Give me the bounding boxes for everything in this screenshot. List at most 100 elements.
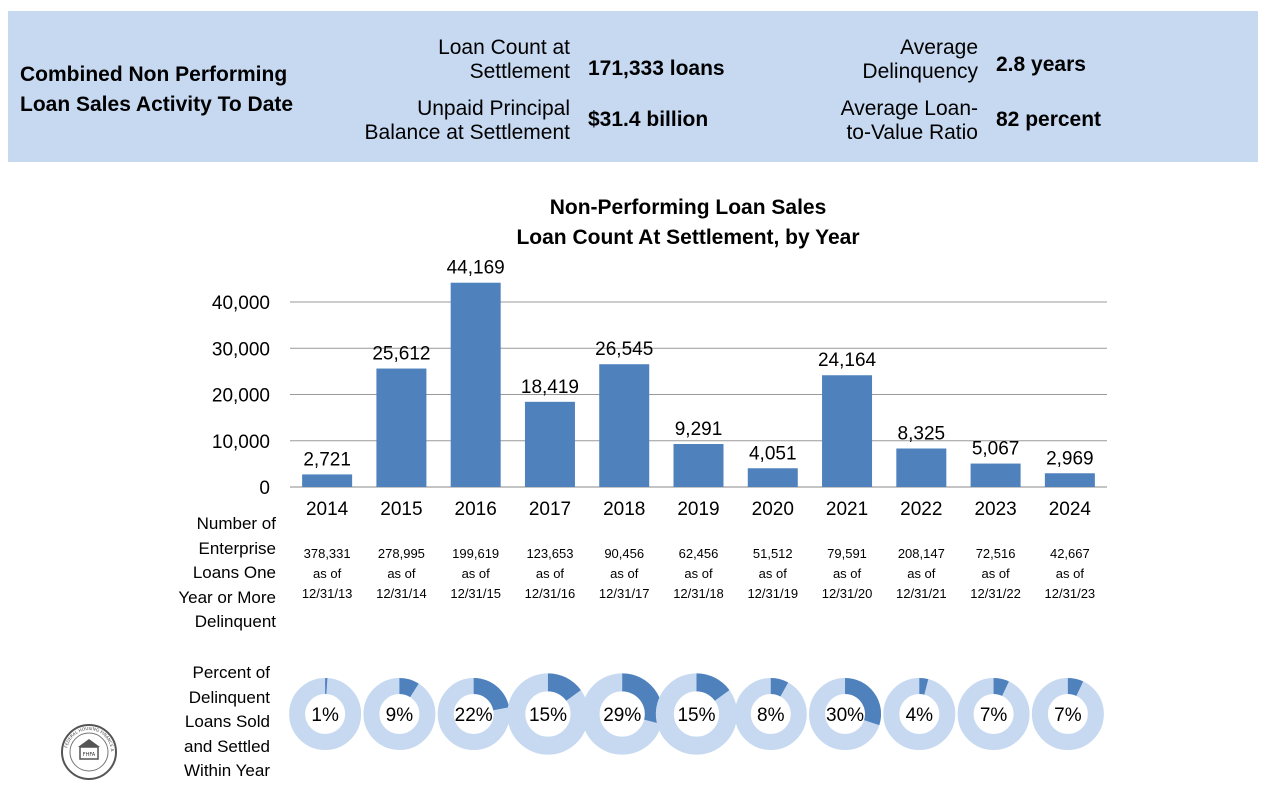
banner-title-line2: Loan Sales Activity To Date (20, 93, 294, 116)
upb-label: Unpaid Principal Balance at Settlement (300, 97, 570, 145)
donut-ring (437, 678, 510, 750)
donut-ring (581, 673, 663, 755)
delinquent-count: 199,619 (452, 546, 500, 561)
percent-label-line: and Settled (183, 736, 270, 756)
x-tick-label: 2019 (677, 499, 719, 520)
donut-percent-label: 9% (386, 705, 414, 726)
y-tick-label: 40,000 (212, 293, 270, 314)
bar (302, 474, 353, 487)
delinquent-count: 123,653 (526, 546, 574, 561)
banner-title-line1: Combined Non Performing (20, 63, 288, 86)
x-tick-label: 2016 (455, 499, 497, 520)
upb-label-line1: Unpaid Principal (417, 97, 570, 120)
x-tick-label: 2015 (380, 499, 422, 520)
delinquent-count: 378,331 (303, 546, 351, 561)
as-of-text: as of (387, 566, 416, 581)
as-of-date: 12/31/21 (896, 586, 947, 601)
donut-ring (655, 673, 738, 755)
delinquency-value: 2.8 years (996, 53, 1086, 76)
banner-title: Combined Non Performing Loan Sales Activ… (20, 60, 320, 120)
delinquent-count-cell: 378,331 as of 12/31/13 (290, 544, 364, 604)
ltv-value: 82 percent (996, 108, 1102, 131)
bar-value-label: 26,545 (595, 339, 653, 360)
delinquent-label-line: Enterprise (198, 538, 276, 558)
donut-slice (1067, 678, 1084, 696)
as-of-date: 12/31/18 (673, 586, 724, 601)
bar (747, 468, 798, 487)
donut-percent-label: 7% (980, 705, 1008, 726)
delinquent-count: 208,147 (897, 546, 945, 561)
as-of-date: 12/31/15 (450, 586, 501, 601)
as-of-text: as of (907, 566, 936, 581)
bar-value-label: 5,067 (972, 439, 1020, 460)
delinquent-count: 90,456 (604, 546, 645, 561)
as-of-date: 12/31/22 (970, 586, 1021, 601)
delinquent-count-cell: 62,456 as of 12/31/18 (662, 544, 736, 604)
bar-value-label: 8,325 (898, 423, 946, 444)
x-tick-label: 2017 (529, 499, 571, 520)
donut-percent-label: 30% (826, 705, 864, 726)
donut-percent-label: 29% (603, 705, 641, 726)
as-of-date: 12/31/13 (301, 586, 353, 601)
delinquent-count-cell: 199,619 as of 12/31/15 (439, 544, 513, 604)
as-of-date: 12/31/23 (1044, 586, 1096, 601)
delinquent-label-line: Year or More (178, 587, 276, 607)
donut-ring (507, 673, 589, 755)
delinquent-count-cell: 123,653 as of 12/31/16 (513, 544, 587, 604)
bar (376, 368, 427, 487)
delinquent-count-cell: 208,147 as of 12/31/21 (884, 544, 958, 604)
delinquent-count-cell: 79,591 as of 12/31/20 (810, 544, 884, 604)
x-tick-label: 2023 (974, 499, 1016, 520)
y-tick-label: 20,000 (212, 386, 270, 407)
upb-label-line2: Balance at Settlement (364, 121, 570, 144)
upb-value: $31.4 billion (588, 108, 709, 131)
y-tick-label: 10,000 (212, 432, 270, 453)
y-tick-label: 0 (259, 478, 270, 499)
bar (822, 375, 873, 487)
delinquent-count-cell: 51,512 as of 12/31/19 (736, 544, 810, 604)
as-of-text: as of (832, 566, 862, 581)
delinquent-count-cell: 72,516 as of 12/31/22 (959, 544, 1033, 604)
delinquent-count: 278,995 (377, 546, 425, 561)
donut-percent-label: 15% (677, 705, 715, 726)
bar-value-label: 4,051 (749, 443, 797, 464)
ltv-label: Average Loan- to-Value Ratio (760, 97, 978, 145)
donut-slice (845, 678, 882, 726)
fhfa-seal-icon: FHFA FEDERAL HOUSING FINANCE AGENCY (60, 723, 117, 780)
donut-ring (289, 678, 362, 750)
chart-title-line2: Loan Count At Settlement, by Year (516, 226, 860, 249)
delinquent-count-cell: 90,456 as of 12/31/17 (587, 544, 661, 604)
as-of-text: as of (758, 566, 787, 581)
bar (1044, 473, 1095, 487)
loan-count-value: 171,333 loans (588, 57, 725, 80)
percent-label-line: Loans Sold (184, 712, 270, 731)
donut-percent-label: 15% (529, 705, 567, 726)
delinquent-label-line: Number of (196, 514, 276, 533)
donut-percent-label: 22% (455, 705, 493, 726)
x-tick-label: 2020 (752, 499, 794, 520)
chart-title: Non-Performing Loan Sales Loan Count At … (388, 193, 988, 253)
donut-slice (919, 678, 929, 695)
donut-ring (1031, 678, 1104, 750)
as-of-date: 12/31/17 (598, 586, 650, 601)
bar (524, 401, 575, 487)
percent-label-line: Delinquent (188, 687, 270, 707)
delinquent-count-cell: 278,995 as of 12/31/14 (364, 544, 438, 604)
donut-slice (622, 673, 663, 725)
bar-value-label: 24,164 (818, 350, 877, 371)
donut-ring (809, 678, 882, 750)
donut-ring (363, 678, 436, 750)
donut-ring (957, 678, 1030, 750)
as-of-text: as of (981, 566, 1010, 581)
donut-slice (325, 678, 328, 695)
x-tick-label: 2021 (826, 499, 868, 520)
percent-label-line: Within Year (184, 761, 270, 780)
bar (450, 282, 501, 487)
ltv-label-line2: to-Value Ratio (846, 121, 978, 144)
donut-slice (696, 673, 730, 701)
delinquent-count: 51,512 (752, 546, 793, 561)
percent-row-label: Percent of Delinquent Loans Sold and Set… (150, 661, 270, 784)
as-of-text: as of (535, 566, 565, 581)
bar (970, 463, 1021, 487)
bar-value-label: 18,419 (521, 377, 579, 398)
